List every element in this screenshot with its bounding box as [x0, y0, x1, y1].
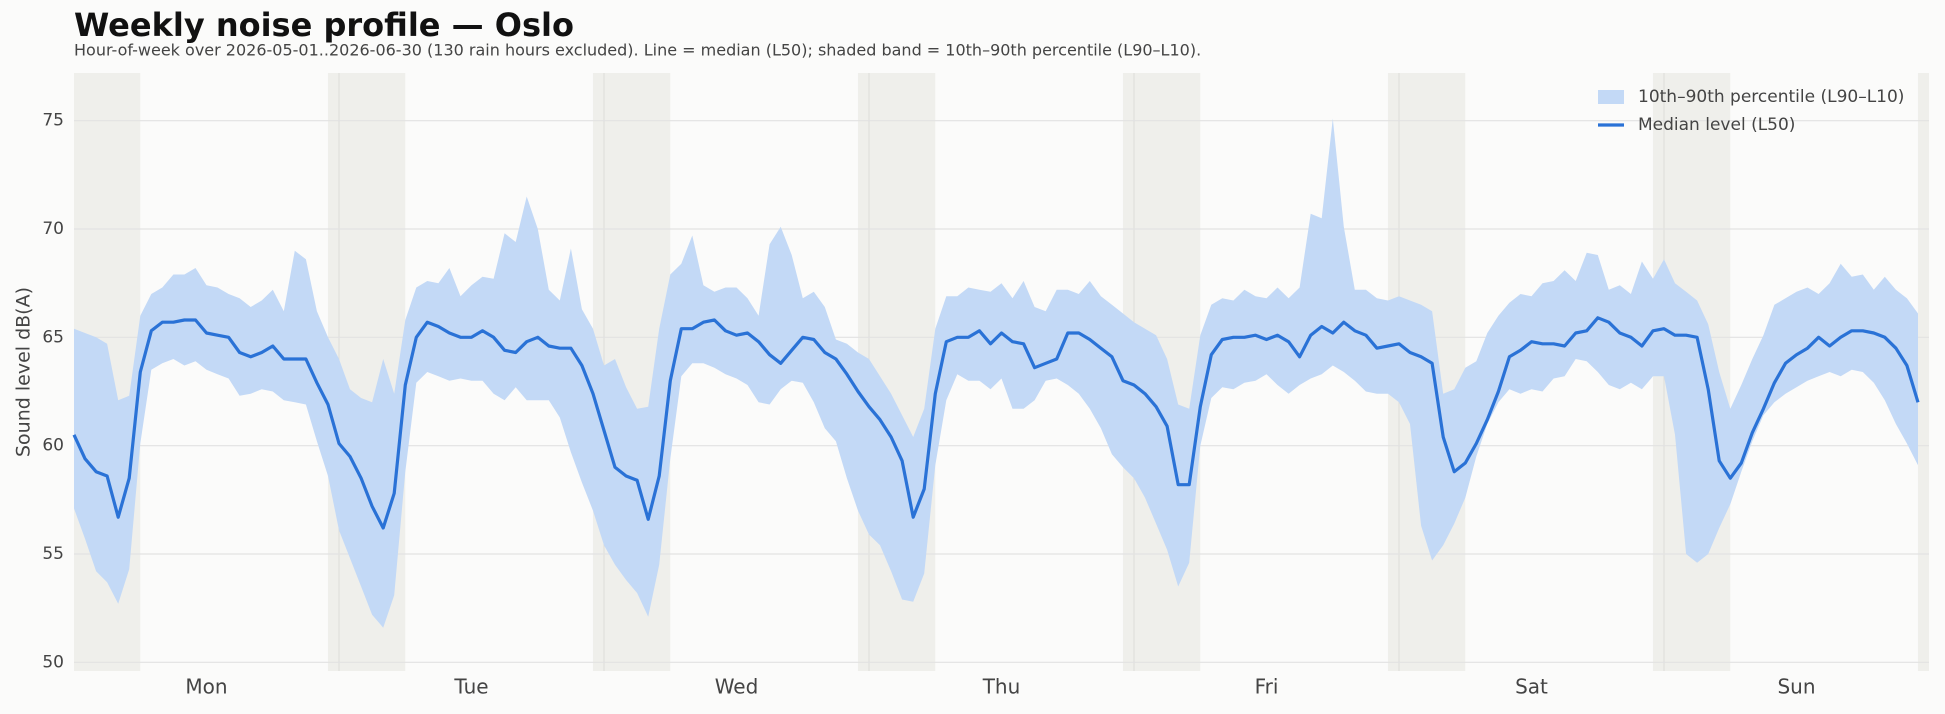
chart-title: Weekly noise profile — Oslo	[74, 6, 574, 44]
x-tick-label: Tue	[453, 675, 488, 699]
chart-subtitle: Hour-of-week over 2026-05-01..2026-06-30…	[74, 41, 1201, 60]
night-band	[1917, 73, 1929, 671]
y-tick-label: 60	[42, 436, 64, 456]
legend-label: Median level (L50)	[1638, 115, 1795, 135]
x-tick-label: Thu	[982, 675, 1021, 699]
y-axis-label: Sound level dB(A)	[13, 287, 35, 457]
x-tick-label: Sat	[1515, 675, 1548, 699]
percentile-band	[74, 118, 1918, 628]
y-tick-label: 75	[42, 111, 64, 131]
y-tick-label: 55	[42, 544, 64, 564]
x-tick-label: Wed	[715, 675, 759, 699]
median-line	[72, 316, 1920, 530]
x-tick-label: Mon	[185, 675, 227, 699]
y-tick-label: 50	[42, 652, 64, 672]
legend-label: 10th–90th percentile (L90–L10)	[1638, 87, 1904, 107]
legend-swatch	[1598, 90, 1624, 104]
x-tick-label: Sun	[1777, 675, 1815, 699]
y-tick-label: 70	[42, 219, 64, 239]
y-tick-label: 65	[42, 327, 64, 347]
x-tick-label: Fri	[1255, 675, 1279, 699]
